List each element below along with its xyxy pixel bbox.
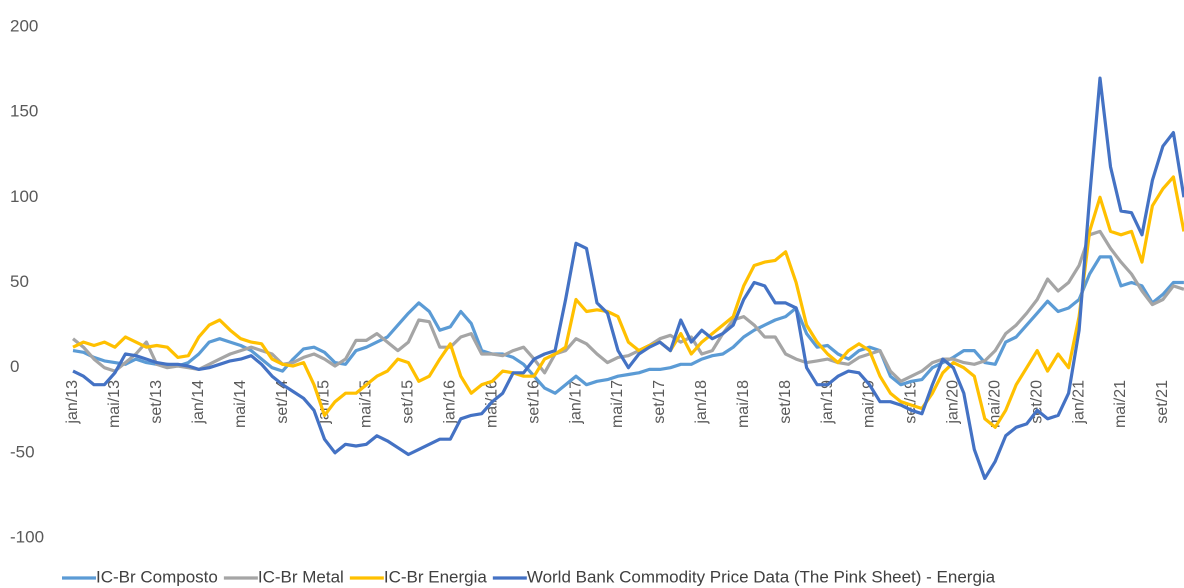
x-tick-label: mai/17: [609, 380, 626, 428]
x-tick-label: set/14: [274, 380, 291, 424]
series-line: [72, 255, 1184, 395]
x-tick-label: mai/18: [735, 380, 752, 428]
x-tick-label: set/21: [1154, 380, 1171, 424]
x-tick-label: jan/18: [693, 380, 710, 425]
x-tick-label: jan/19: [819, 380, 836, 425]
x-tick-label: jan/21: [1070, 380, 1087, 425]
legend-label: IC-Br Metal: [258, 567, 344, 586]
x-tick-label: jan/13: [64, 380, 81, 425]
x-tick-label: mai/15: [358, 380, 375, 428]
legend-label: World Bank Commodity Price Data (The Pin…: [527, 567, 996, 586]
series-line: [72, 76, 1184, 480]
y-tick-label: 200: [10, 16, 38, 35]
legend-label: IC-Br Composto: [96, 567, 218, 586]
x-tick-label: jan/15: [316, 380, 333, 425]
series-line: [71, 229, 1184, 383]
x-tick-label: jan/16: [441, 380, 458, 425]
y-tick-label: -100: [10, 527, 44, 546]
x-tick-label: jan/20: [945, 380, 962, 425]
x-tick-label: set/17: [651, 380, 668, 424]
x-tick-label: set/15: [400, 380, 417, 424]
x-tick-label: set/18: [777, 380, 794, 424]
x-tick-label: mai/14: [232, 380, 249, 428]
x-tick-label: mai/21: [1112, 380, 1129, 428]
y-tick-label: -50: [10, 442, 35, 461]
x-tick-label: jan/17: [567, 380, 584, 425]
x-tick-label: mai/20: [986, 380, 1003, 428]
x-tick-label: mai/13: [106, 380, 123, 428]
legend: IC-Br Composto IC-Br Metal IC-Br Energia Wo…: [62, 567, 996, 586]
series-line: [72, 175, 1184, 429]
y-tick-label: 100: [10, 187, 38, 206]
x-tick-label: set/13: [148, 380, 165, 424]
y-tick-label: 50: [10, 272, 29, 291]
x-tick-label: set/16: [525, 380, 542, 424]
legend-label: IC-Br Energia: [384, 567, 488, 586]
x-tick-label: jan/14: [190, 380, 207, 425]
y-tick-label: 0: [10, 357, 19, 376]
y-tick-label: 150: [10, 102, 38, 121]
